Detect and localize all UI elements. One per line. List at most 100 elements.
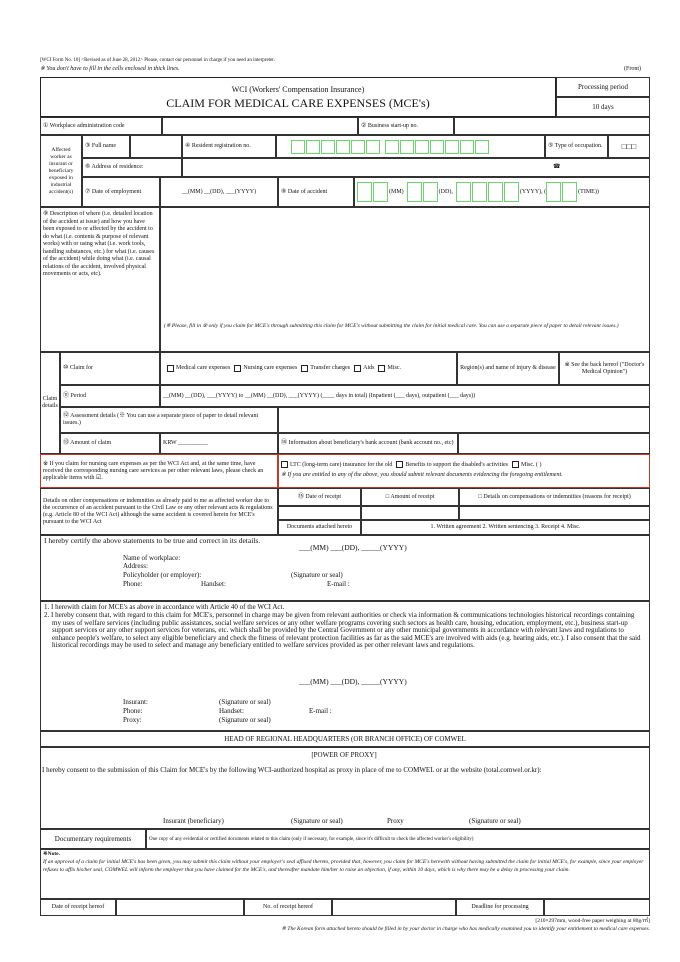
claim-for-label: ⑩ Claim for	[60, 352, 160, 385]
full-name-field[interactable]	[130, 135, 182, 158]
occupation-boxes[interactable]: □□□	[608, 135, 650, 158]
checkbox-ltc[interactable]	[281, 461, 288, 468]
note-text: If an approval of a claim for initial MC…	[43, 859, 644, 873]
processing-period-label: Processing period	[556, 77, 650, 97]
consent-handset-label: Handset:	[219, 707, 244, 715]
address-field[interactable]: ☎	[182, 158, 650, 177]
nursing-options: LTC (long-term care) insurance for the o…	[278, 454, 650, 488]
description-note: (※ Please, fill in ⑨ only if you claim f…	[164, 323, 619, 329]
proxy-insurant-label: Insurant (beneficiary)	[163, 817, 224, 825]
region-injury-label: Region(s) and name of injury & disease	[457, 352, 559, 385]
proxy-insurant-signature[interactable]: (Signature or seal)	[291, 817, 343, 825]
note-title: ※Note.	[43, 851, 60, 857]
head-office-title: HEAD OF REGIONAL HEADQUARTERS (OR BRANCH…	[40, 731, 650, 747]
receipt-no-field	[332, 899, 456, 916]
footer-note: ※ The Korean form attached hereto should…	[281, 926, 650, 932]
nursing-note: ※ If you claim for nursing care expenses…	[40, 454, 278, 488]
entitlement-note: ※ If you are entitled to any of the abov…	[281, 471, 563, 478]
occupation-label: ⑤ Type of occupation.	[545, 135, 608, 158]
certification-section: I hereby certify the above statements to…	[40, 535, 650, 601]
checkbox-medical[interactable]	[167, 365, 174, 372]
paper-spec: [210×297mm, wood-free paper weighing at …	[535, 918, 650, 924]
bank-label: ⑭ Information about beneficiary's bank a…	[278, 433, 458, 454]
consent-date[interactable]: ___(MM) ___(DD), _____(YYYY)	[299, 677, 407, 686]
form-number: [WCI Form No. 10] <Revised as of June 28…	[40, 58, 275, 63]
description-field[interactable]: (※ Please, fill in ⑨ only if you claim f…	[160, 207, 650, 352]
resident-no-label: ④ Resident registration no.	[182, 135, 276, 158]
checkbox-transfer[interactable]	[301, 365, 309, 372]
option-label: Transfer charges	[310, 365, 351, 371]
employment-date-field[interactable]: __(MM) __(DD), ___(YYYY)	[160, 177, 278, 207]
docs-attached-label: Documents attached hereto	[278, 520, 361, 535]
assessment-label: ⑫ Assessment details (※ You can use a se…	[60, 407, 278, 433]
thick-lines-note: ※ You don't have to fill in the cells en…	[40, 66, 180, 72]
receipt-date-hereof-label: Date of receipt hereof	[40, 899, 116, 916]
comp-details-label: □ Details on compensations or indemnitie…	[459, 488, 650, 506]
resident-no-boxes[interactable]	[276, 135, 545, 158]
accident-date-field[interactable]: (MM) (DD), (YYYY), ( (TIME))	[354, 177, 650, 207]
title-line1: WCI (Workers' Compensation Insurance)	[231, 84, 365, 94]
receipt-amount-field[interactable]	[361, 506, 459, 520]
docs-attached-options[interactable]: 1. Written agreement 2. Written sentenci…	[361, 520, 650, 535]
insurant-label: Insurant:	[123, 698, 148, 706]
insurant-signature[interactable]: (Signature or seal)	[219, 698, 271, 706]
accident-date-label: ⑧ Date of accident	[278, 177, 354, 207]
checkbox-misc2[interactable]	[511, 461, 519, 468]
receipt-date-field[interactable]	[278, 506, 361, 520]
consent-item1: 1. I herewith claim for MCE's as above i…	[44, 603, 285, 611]
comp-details-field[interactable]	[459, 506, 650, 520]
phone-icon: ☎	[553, 164, 561, 170]
option-label: Aids	[363, 365, 375, 371]
deadline-field	[544, 899, 650, 916]
receipt-no-label: No. of receipt hereof	[244, 899, 332, 916]
address-label: ⑥ Address of residence:	[82, 158, 182, 177]
checkbox-misc[interactable]	[378, 365, 386, 372]
checkbox-disabled[interactable]	[396, 461, 404, 468]
certify-date[interactable]: ___(MM) ___(DD), _____(YYYY)	[299, 543, 407, 552]
proxy-signature[interactable]: (Signature or seal)	[219, 716, 271, 724]
other-comp-label: Details on other compensations or indemn…	[40, 488, 278, 535]
policyholder-signature[interactable]: (Signature or seal)	[291, 571, 343, 579]
option-label: LTC (long-term care) insurance for the o…	[290, 461, 393, 468]
claim-for-options: Medical care expenses Nursing care expen…	[160, 352, 457, 385]
period-field[interactable]: __(MM) __(DD), ___(YYYY) to __(MM) __(DD…	[160, 385, 650, 407]
option-label: Misc. ( )	[520, 461, 542, 468]
dd-label: (DD),	[438, 188, 453, 195]
deadline-label: Deadline for processing	[456, 899, 544, 916]
time-label: (TIME))	[578, 188, 599, 195]
doc-requirements-value: One copy of any evidential or certified …	[146, 829, 650, 849]
cert-email-label: E-mail :	[327, 580, 350, 588]
form-title: WCI (Workers' Compensation Insurance) CL…	[40, 77, 556, 117]
see-back-note: ※ See the back hereof ("Doctor's Medical…	[559, 352, 650, 385]
consent-section: 1. I herewith claim for MCE's as above i…	[40, 601, 650, 731]
workplace-code-label: ① Workplace administration code	[40, 117, 162, 135]
checkbox-aids[interactable]	[354, 365, 362, 372]
note-section: ※Note. If an approval of a claim for ini…	[40, 849, 650, 899]
proxy-signature-2[interactable]: (Signature or seal)	[469, 817, 521, 825]
business-no-label: ② Business start-up no.	[358, 117, 454, 135]
affected-worker-label: Affected worker as insurant or beneficia…	[40, 135, 82, 207]
period-label: ⑪ Period	[60, 385, 160, 407]
consent-phone-label: Phone:	[123, 707, 143, 715]
power-of-proxy-section: [POWER OF PROXY] I hereby consent to the…	[40, 747, 650, 829]
proxy-label: Proxy:	[123, 716, 142, 724]
option-label: Medical care expenses	[176, 365, 231, 371]
cert-address-label: Address:	[123, 562, 148, 570]
consent-item2: 2. I hereby consent that, with regard to…	[44, 611, 641, 649]
business-no-field[interactable]	[454, 117, 650, 135]
doc-requirements-label: Documentary requirements	[40, 829, 146, 849]
checkbox-nursing[interactable]	[234, 365, 242, 372]
bank-field[interactable]	[458, 433, 650, 454]
assessment-field[interactable]	[278, 407, 650, 433]
amount-field[interactable]: KRW __________	[160, 433, 278, 454]
workplace-name-label: Name of workplace:	[123, 554, 181, 562]
certify-text: I hereby certify the above statements to…	[44, 536, 261, 545]
title-line2: CLAIM FOR MEDICAL CARE EXPENSES (MCE's)	[166, 95, 430, 110]
receipt-date-label: ⑮ Date of receipt	[278, 488, 361, 506]
amount-label: ⑬ Amount of claim	[60, 433, 160, 454]
policyholder-label: Policyholder (or employer):	[123, 571, 202, 579]
proxy-title: [POWER OF PROXY]	[311, 751, 377, 759]
option-label: Nursing care expenses	[243, 365, 298, 371]
workplace-code-field[interactable]	[162, 117, 358, 135]
